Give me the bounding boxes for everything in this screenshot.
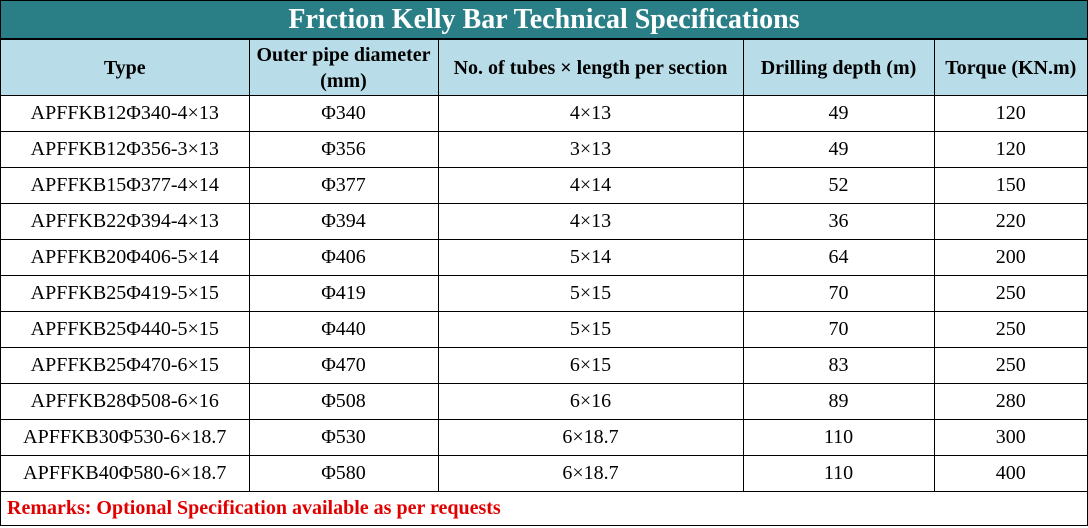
table-cell: Φ377	[248, 167, 439, 204]
table-cell: Φ440	[248, 311, 439, 348]
table-cell: APFFKB12Φ340-4×13	[1, 95, 250, 132]
table-cell: 52	[742, 167, 935, 204]
header-cell: Drilling depth (m)	[742, 39, 935, 96]
table-row: APFFKB12Φ356-3×13 Φ356 3×13 49 120	[1, 131, 1087, 168]
table-cell: 250	[933, 275, 1087, 312]
table-cell: 5×15	[437, 311, 744, 348]
table-cell: 4×13	[437, 203, 744, 240]
table-cell: 250	[933, 347, 1087, 384]
table-cell: 280	[933, 383, 1087, 420]
header-row: Type Outer pipe diameter (mm) No. of tubes…	[1, 39, 1087, 96]
header-cell: Outer pipe diameter (mm)	[248, 39, 439, 96]
table-cell: 200	[933, 239, 1087, 276]
table-cell: APFFKB40Φ580-6×18.7	[1, 455, 250, 492]
table-row: APFFKB25Φ419-5×15 Φ419 5×15 70 250	[1, 275, 1087, 312]
header-cell: Type	[1, 39, 250, 96]
table-cell: 3×13	[437, 131, 744, 168]
table-cell: Φ340	[248, 95, 439, 132]
table-cell: 70	[742, 275, 935, 312]
table-cell: APFFKB22Φ394-4×13	[1, 203, 250, 240]
table-row: APFFKB20Φ406-5×14 Φ406 5×14 64 200	[1, 239, 1087, 276]
table-cell: 6×18.7	[437, 455, 744, 492]
table-cell: 89	[742, 383, 935, 420]
table-cell: 36	[742, 203, 935, 240]
table-cell: 300	[933, 419, 1087, 456]
table-cell: Φ394	[248, 203, 439, 240]
table-cell: 120	[933, 131, 1087, 168]
table-cell: Φ530	[248, 419, 439, 456]
table-cell: 120	[933, 95, 1087, 132]
table-cell: 6×18.7	[437, 419, 744, 456]
table-cell: 400	[933, 455, 1087, 492]
table-row: APFFKB15Φ377-4×14 Φ377 4×14 52 150	[1, 167, 1087, 204]
table-row: APFFKB28Φ508-6×16 Φ508 6×16 89 280	[1, 383, 1087, 420]
table-cell: 5×15	[437, 275, 744, 312]
table-cell: 110	[742, 419, 935, 456]
table-cell: Φ580	[248, 455, 439, 492]
table-cell: APFFKB28Φ508-6×16	[1, 383, 250, 420]
table-cell: 4×14	[437, 167, 744, 204]
table-cell: APFFKB25Φ440-5×15	[1, 311, 250, 348]
table-row: APFFKB25Φ470-6×15 Φ470 6×15 83 250	[1, 347, 1087, 384]
table-cell: APFFKB30Φ530-6×18.7	[1, 419, 250, 456]
table-cell: Φ508	[248, 383, 439, 420]
header-cell: Torque (KN.m)	[933, 39, 1087, 96]
table-cell: 83	[742, 347, 935, 384]
table-cell: 6×16	[437, 383, 744, 420]
table-row: APFFKB25Φ440-5×15 Φ440 5×15 70 250	[1, 311, 1087, 348]
table-cell: 150	[933, 167, 1087, 204]
table-row: APFFKB40Φ580-6×18.7 Φ580 6×18.7 110 400	[1, 455, 1087, 492]
table-cell: 220	[933, 203, 1087, 240]
table-cell: 64	[742, 239, 935, 276]
table-cell: Φ419	[248, 275, 439, 312]
table-cell: APFFKB25Φ419-5×15	[1, 275, 250, 312]
remarks: Remarks: Optional Specification availabl…	[7, 497, 501, 519]
table-cell: APFFKB25Φ470-6×15	[1, 347, 250, 384]
table-cell: Φ406	[248, 239, 439, 276]
spec-table: Type Outer pipe diameter (mm) No. of tubes…	[1, 39, 1087, 492]
table-body: APFFKB12Φ340-4×13 Φ340 4×13 49 120 APFFKB12Φ3…	[1, 95, 1087, 492]
table-cell: 250	[933, 311, 1087, 348]
table-row: APFFKB30Φ530-6×18.7 Φ530 6×18.7 110 300	[1, 419, 1087, 456]
table-cell: 4×13	[437, 95, 744, 132]
table-row: APFFKB22Φ394-4×13 Φ394 4×13 36 220	[1, 203, 1087, 240]
table-cell: 70	[742, 311, 935, 348]
table-cell: 49	[742, 95, 935, 132]
header-cell: No. of tubes × length per section	[437, 39, 744, 96]
table-cell: APFFKB15Φ377-4×14	[1, 167, 250, 204]
title: Friction Kelly Bar Technical Specificati…	[1, 1, 1087, 39]
table-cell: APFFKB20Φ406-5×14	[1, 239, 250, 276]
table-cell: 110	[742, 455, 935, 492]
table-cell: APFFKB12Φ356-3×13	[1, 131, 250, 168]
table-row: APFFKB12Φ340-4×13 Φ340 4×13 49 120	[1, 95, 1087, 132]
table-cell: Φ356	[248, 131, 439, 168]
table-cell: 5×14	[437, 239, 744, 276]
table-cell: 6×15	[437, 347, 744, 384]
table-cell: 49	[742, 131, 935, 168]
table-cell: Φ470	[248, 347, 439, 384]
